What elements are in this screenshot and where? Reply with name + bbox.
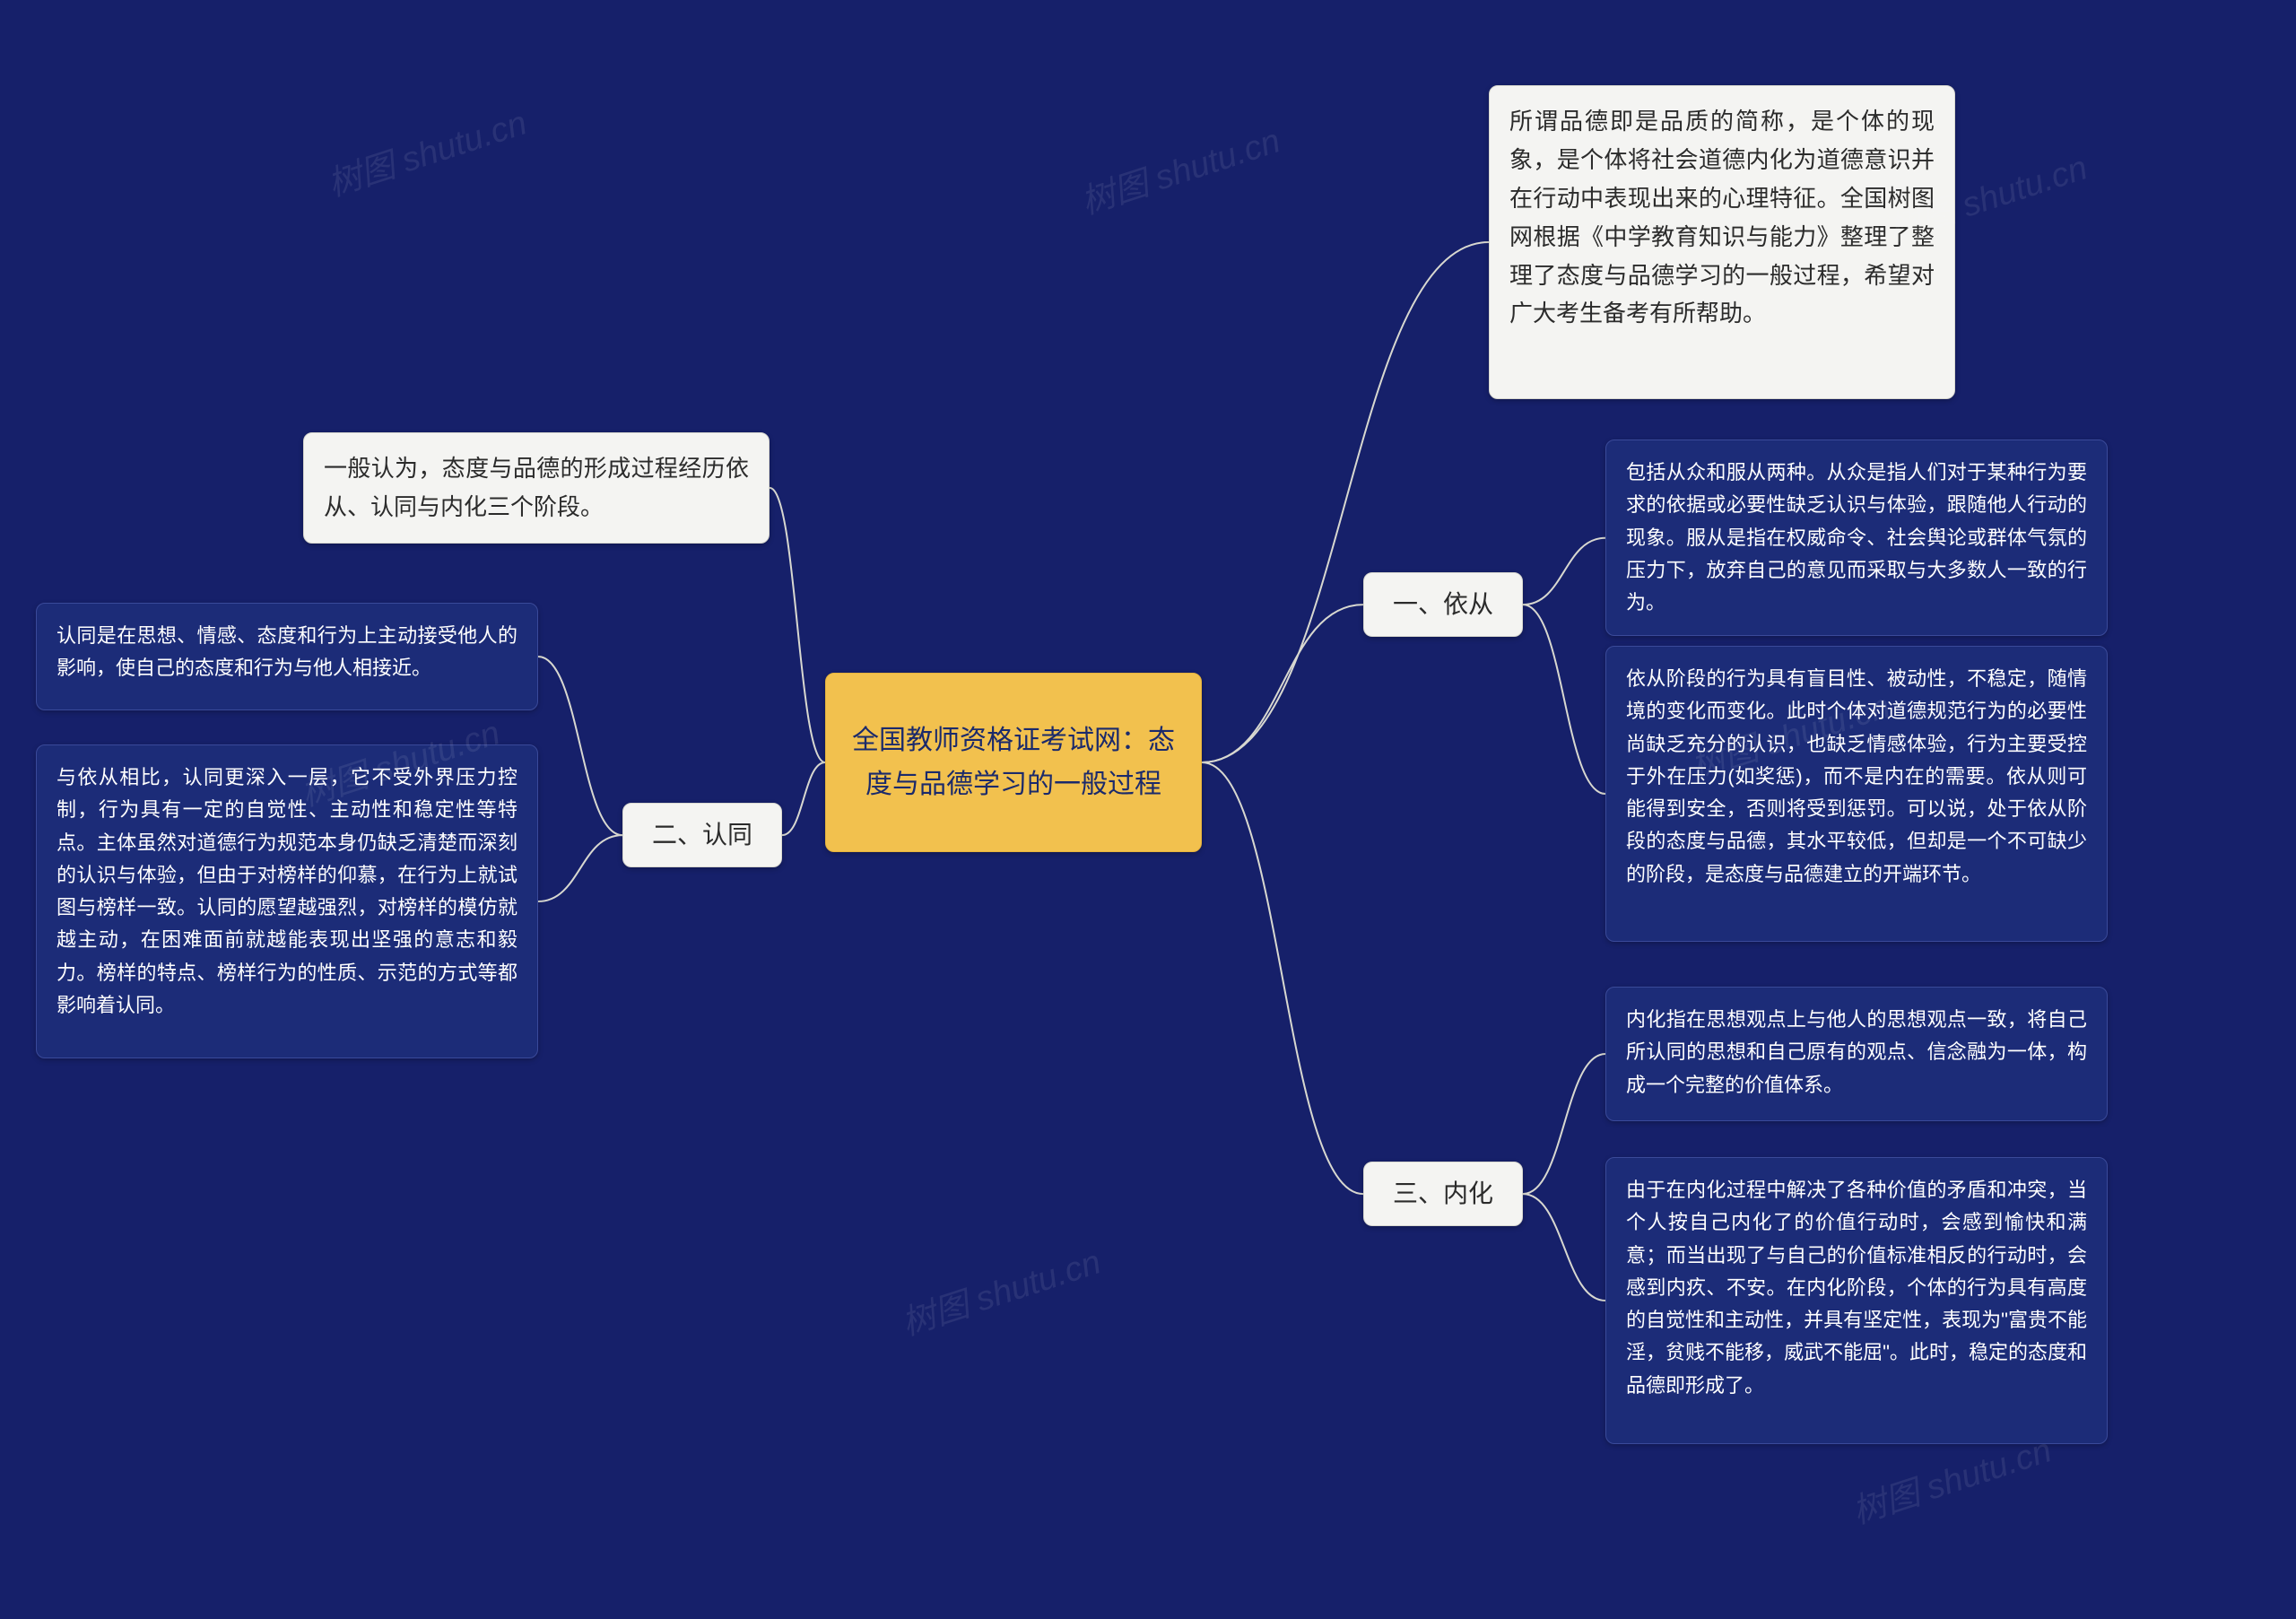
- branch-2-leaf-2: 与依从相比，认同更深入一层，它不受外界压力控制，行为具有一定的自觉性、主动性和稳…: [36, 744, 538, 1058]
- intro-top-text: 所谓品德即是品质的简称，是个体的现象，是个体将社会道德内化为道德意识并在行动中表…: [1509, 108, 1935, 326]
- root-node: 全国教师资格证考试网：态度与品德学习的一般过程: [825, 673, 1202, 852]
- watermark: 树图 shutu.cn: [1074, 113, 1285, 223]
- branch-3-text: 三、内化: [1393, 1173, 1493, 1214]
- branch-2-node: 二、认同: [622, 803, 782, 867]
- branch-1-text: 一、依从: [1393, 584, 1493, 625]
- branch-2-text: 二、认同: [652, 814, 752, 856]
- branch-3-leaf-2: 由于在内化过程中解决了各种价值的矛盾和冲突，当个人按自己内化了的价值行动时，会感…: [1605, 1157, 2108, 1444]
- mindmap-canvas: 全国教师资格证考试网：态度与品德学习的一般过程 所谓品德即是品质的简称，是个体的…: [0, 0, 2296, 1619]
- branch-3-leaf-1: 内化指在思想观点上与他人的思想观点一致，将自己所认同的思想和自己原有的观点、信念…: [1605, 987, 2108, 1121]
- branch-1-leaf-1-text: 包括从众和服从两种。从众是指人们对于某种行为要求的依据或必要性缺乏认识与体验，跟…: [1626, 461, 2087, 614]
- watermark: 树图 shutu.cn: [320, 95, 532, 205]
- intro-top-node: 所谓品德即是品质的简称，是个体的现象，是个体将社会道德内化为道德意识并在行动中表…: [1489, 85, 1955, 399]
- branch-2-leaf-2-text: 与依从相比，认同更深入一层，它不受外界压力控制，行为具有一定的自觉性、主动性和稳…: [57, 766, 517, 1016]
- intro-left-text: 一般认为，态度与品德的形成过程经历依从、认同与内化三个阶段。: [324, 455, 749, 520]
- branch-2-leaf-1: 认同是在思想、情感、态度和行为上主动接受他人的影响，使自己的态度和行为与他人相接…: [36, 603, 538, 710]
- intro-left-node: 一般认为，态度与品德的形成过程经历依从、认同与内化三个阶段。: [303, 432, 770, 544]
- branch-3-node: 三、内化: [1363, 1162, 1523, 1226]
- branch-3-leaf-2-text: 由于在内化过程中解决了各种价值的矛盾和冲突，当个人按自己内化了的价值行动时，会感…: [1626, 1179, 2087, 1397]
- branch-2-leaf-1-text: 认同是在思想、情感、态度和行为上主动接受他人的影响，使自己的态度和行为与他人相接…: [57, 624, 517, 679]
- root-text: 全国教师资格证考试网：态度与品德学习的一般过程: [846, 718, 1181, 807]
- branch-1-leaf-2: 依从阶段的行为具有盲目性、被动性，不稳定，随情境的变化而变化。此时个体对道德规范…: [1605, 646, 2108, 942]
- watermark: 树图 shutu.cn: [894, 1234, 1106, 1345]
- branch-3-leaf-1-text: 内化指在思想观点上与他人的思想观点一致，将自己所认同的思想和自己原有的观点、信念…: [1626, 1008, 2087, 1096]
- branch-1-leaf-1: 包括从众和服从两种。从众是指人们对于某种行为要求的依据或必要性缺乏认识与体验，跟…: [1605, 440, 2108, 636]
- branch-1-node: 一、依从: [1363, 572, 1523, 637]
- branch-1-leaf-2-text: 依从阶段的行为具有盲目性、被动性，不稳定，随情境的变化而变化。此时个体对道德规范…: [1626, 667, 2087, 885]
